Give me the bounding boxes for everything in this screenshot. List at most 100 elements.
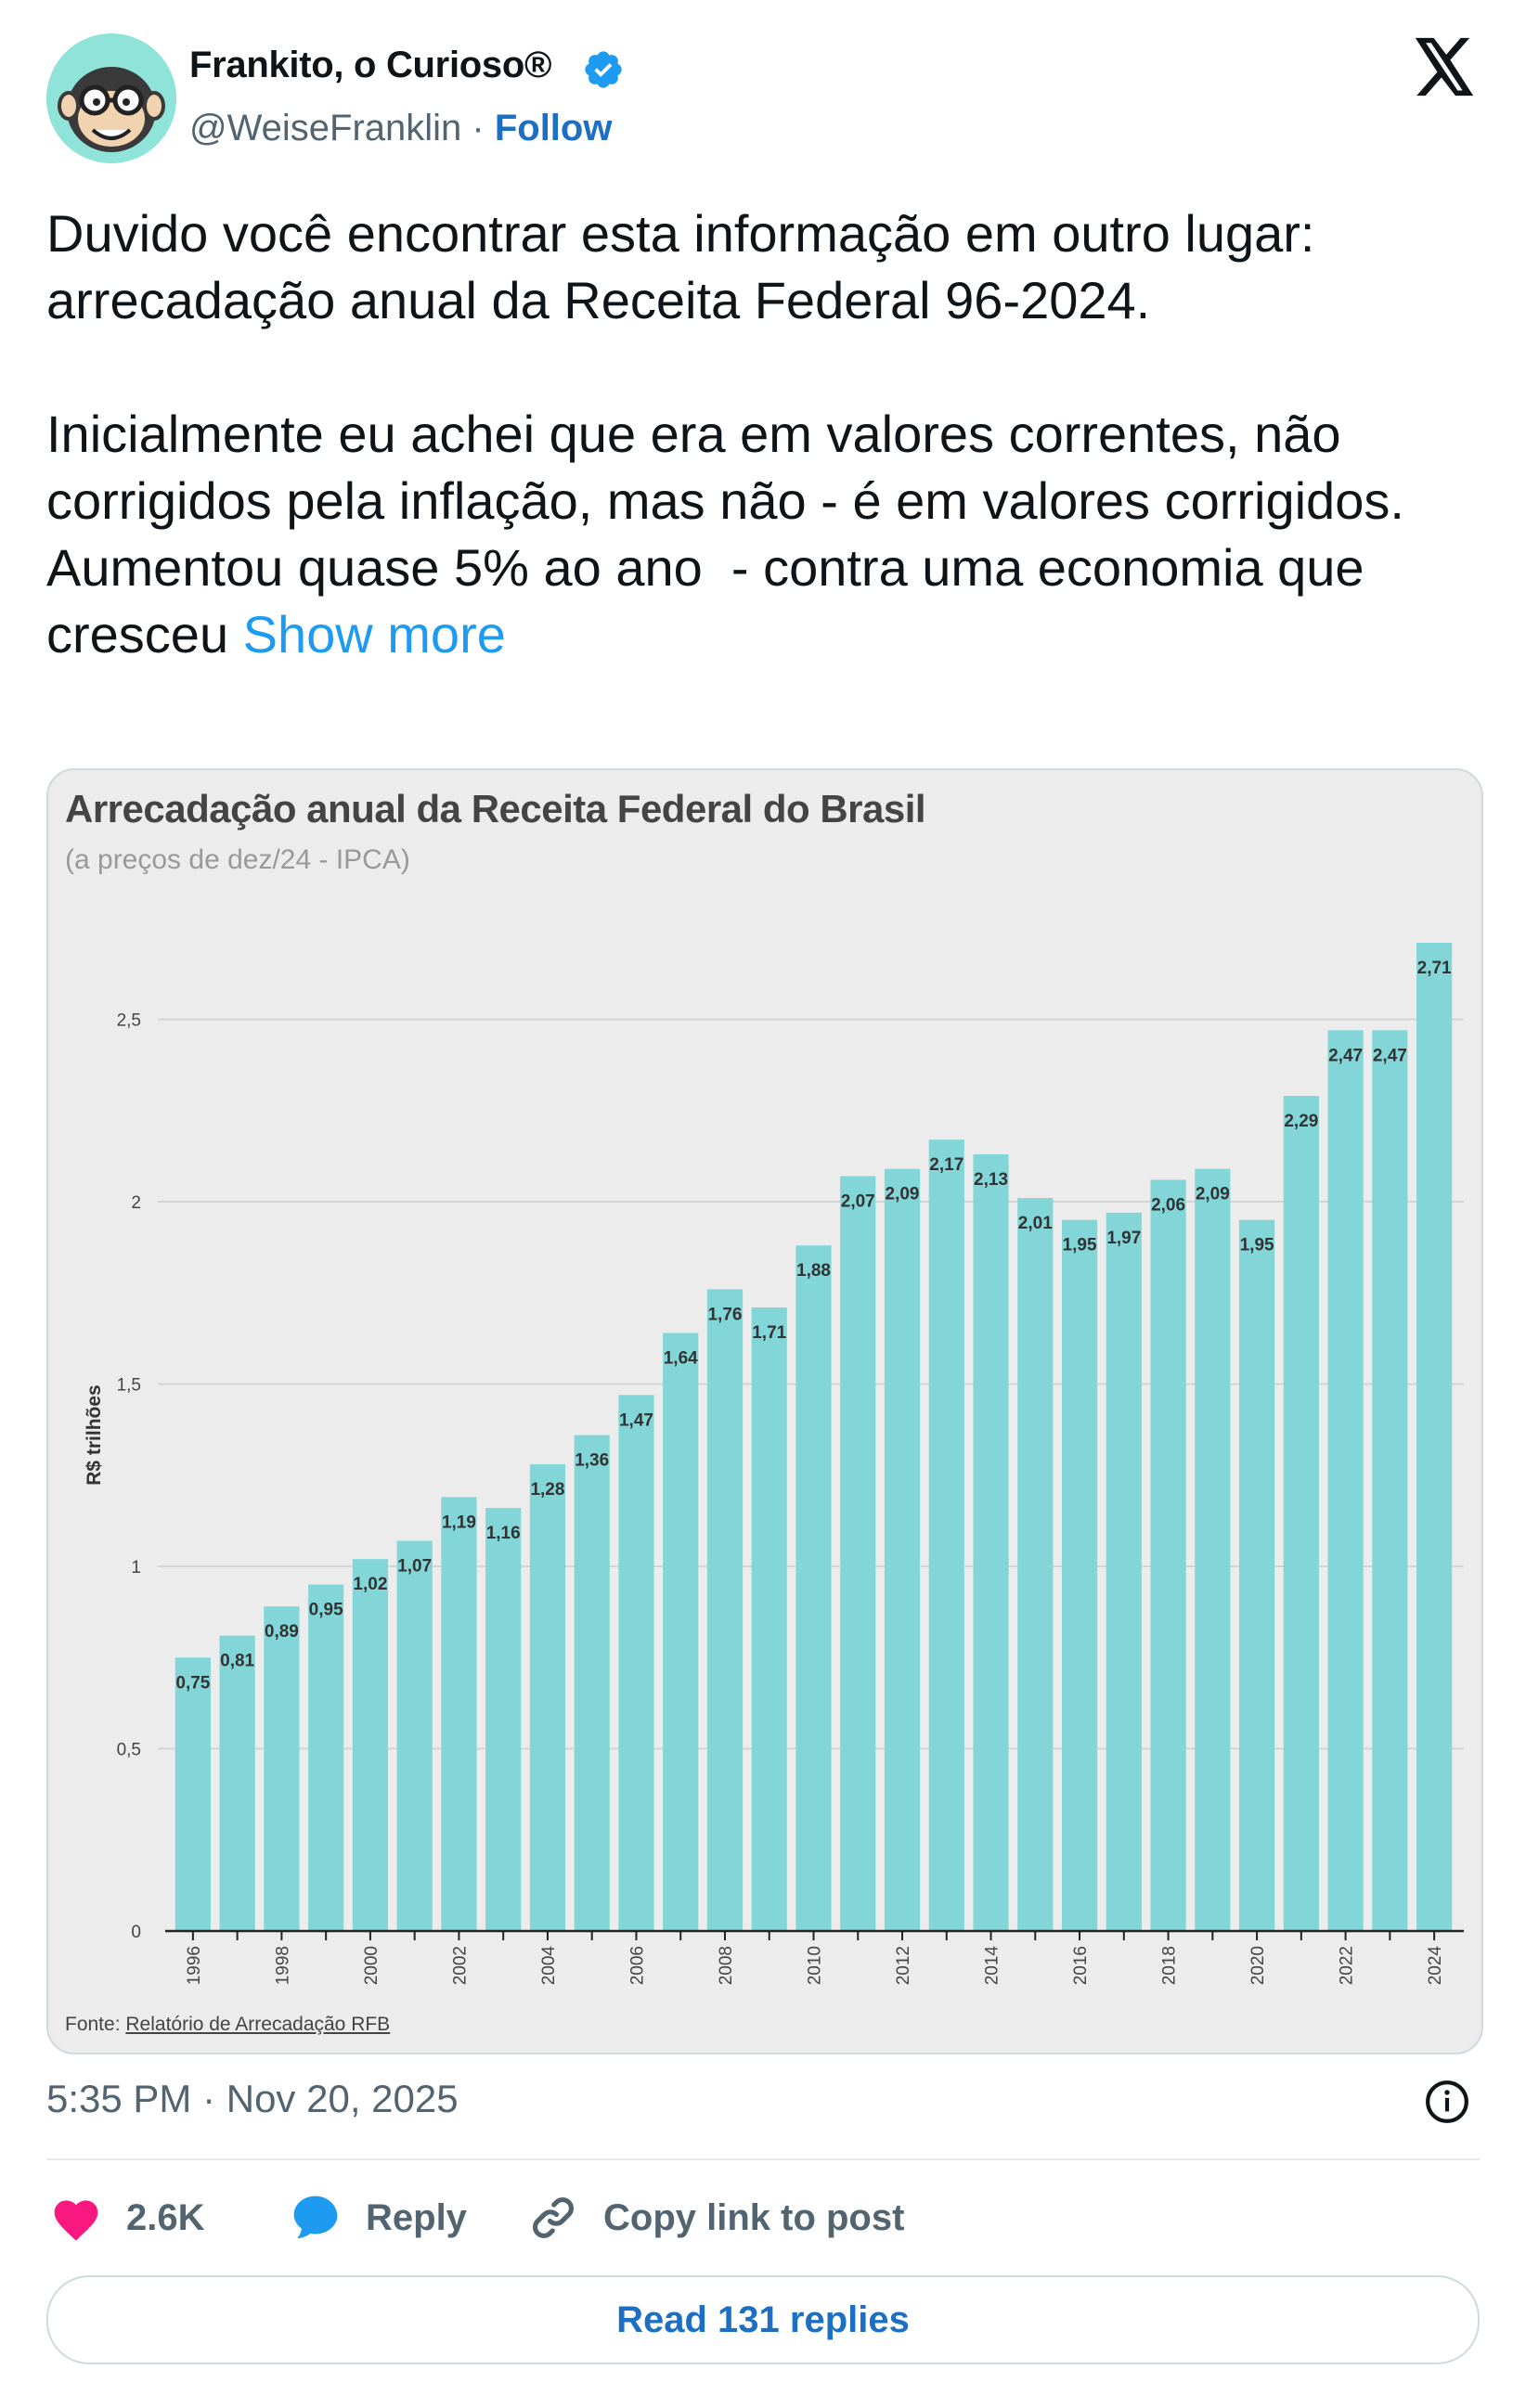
bar-value-label: 1,95 — [1063, 1236, 1097, 1256]
x-tick-label: 2012 — [894, 1946, 913, 1985]
bar — [751, 1307, 787, 1931]
like-count: 2.6K — [126, 2196, 205, 2238]
bar-value-label: 0,75 — [175, 1673, 210, 1693]
x-tick-label: 2004 — [539, 1946, 559, 1986]
bar-value-label: 1,02 — [353, 1575, 387, 1594]
bar-value-label: 2,71 — [1417, 959, 1452, 978]
source-prefix: Fonte: — [65, 2014, 126, 2035]
bar-value-label: 1,64 — [664, 1348, 698, 1368]
bar — [1327, 1030, 1364, 1931]
separator: · — [461, 108, 495, 148]
bar-value-label: 1,07 — [397, 1556, 432, 1576]
bar-value-label: 1,47 — [619, 1410, 653, 1430]
y-tick-label: 2 — [131, 1193, 141, 1213]
bar-value-label: 2,47 — [1373, 1046, 1407, 1065]
x-tick-label: 2000 — [362, 1946, 382, 1985]
like-button[interactable]: 2.6K — [50, 2190, 205, 2246]
bar-value-label: 2,17 — [929, 1155, 963, 1175]
bar-value-label: 1,76 — [707, 1305, 742, 1324]
reply-button[interactable]: Reply — [290, 2190, 467, 2246]
y-axis-label: R$ trilhões — [84, 1384, 105, 1486]
avatar[interactable] — [46, 33, 176, 163]
bar-value-label: 1,19 — [442, 1513, 476, 1532]
bar-value-label: 2,07 — [841, 1191, 875, 1211]
bar — [396, 1540, 433, 1931]
x-tick-label: 2002 — [450, 1946, 470, 1985]
bar — [264, 1606, 300, 1931]
bar — [529, 1463, 566, 1931]
reply-label: Reply — [366, 2196, 467, 2238]
bar — [618, 1395, 654, 1931]
bar — [795, 1245, 832, 1931]
x-tick-label: 2008 — [717, 1946, 736, 1985]
bar — [308, 1584, 344, 1931]
follow-button[interactable]: Follow — [494, 108, 613, 148]
bar — [973, 1153, 1009, 1931]
bar — [175, 1657, 211, 1931]
chart-source: Fonte: Relatório de Arrecadação RFB — [65, 2014, 390, 2036]
bar-value-label: 2,01 — [1018, 1214, 1053, 1233]
bar — [1416, 942, 1453, 1931]
x-tick-label: 2024 — [1426, 1946, 1445, 1986]
tweet-body: Duvido você encontrar esta informação em… — [46, 204, 1404, 663]
bar — [663, 1333, 699, 1931]
bar-chart: 0 0,5 1 1,5 2 2,5 R$ trilhões 0,75 1996 0,81 0,89 1… — [84, 942, 1464, 1986]
x-tick-label: 2014 — [983, 1946, 1002, 1986]
bar — [840, 1176, 876, 1931]
divider — [46, 2158, 1480, 2160]
chart-image[interactable]: Arrecadação anual da Receita Federal do … — [46, 768, 1483, 2054]
bar-value-label: 2,13 — [974, 1170, 1008, 1190]
handle-line: @WeiseFranklin · Follow — [189, 108, 612, 149]
x-tick-label: 1996 — [185, 1946, 204, 1985]
bar-value-label: 2,09 — [1196, 1185, 1230, 1204]
bar-value-label: 2,06 — [1151, 1195, 1185, 1215]
bar-value-label: 0,95 — [309, 1601, 343, 1620]
bar-value-label: 2,09 — [886, 1185, 920, 1204]
bar-value-label: 0,81 — [220, 1652, 254, 1671]
timestamp[interactable]: 5:35 PM · Nov 20, 2025 — [46, 2077, 459, 2120]
bar — [485, 1508, 522, 1931]
x-logo-icon[interactable] — [1413, 37, 1476, 97]
bar-value-label: 2,29 — [1284, 1112, 1318, 1131]
copy-link-label: Copy link to post — [603, 2196, 905, 2238]
bar — [1017, 1198, 1054, 1931]
cartoon-monkey-avatar-icon — [46, 33, 176, 163]
x-tick-label: 2016 — [1071, 1946, 1091, 1985]
x-tick-label: 2020 — [1248, 1946, 1268, 1985]
bar — [1283, 1096, 1319, 1931]
bar — [441, 1497, 477, 1931]
author-name[interactable]: Frankito, o Curioso® — [189, 45, 552, 85]
tweet-text: Duvido você encontrar esta informação em… — [46, 200, 1494, 668]
show-more-link[interactable]: Show more — [242, 605, 506, 663]
chart-title: Arrecadação anual da Receita Federal do … — [65, 787, 926, 831]
bar-value-label: 1,28 — [530, 1480, 564, 1500]
bar — [706, 1289, 744, 1931]
heart-icon — [54, 2200, 98, 2241]
bar — [1238, 1219, 1275, 1931]
verified-badge-icon — [585, 51, 622, 88]
x-tick-label: 2022 — [1338, 1946, 1357, 1985]
copy-link-button[interactable]: Copy link to post — [527, 2190, 904, 2246]
bar-value-label: 1,16 — [486, 1524, 521, 1543]
bar — [219, 1635, 255, 1931]
bar — [884, 1168, 921, 1931]
bar — [352, 1559, 389, 1931]
bar — [1372, 1030, 1408, 1931]
bar-value-label: 2,47 — [1328, 1046, 1363, 1065]
bar — [574, 1435, 610, 1931]
bar-value-label: 1,95 — [1240, 1236, 1274, 1256]
bar — [1061, 1219, 1098, 1931]
y-tick-label: 0,5 — [117, 1741, 141, 1760]
read-replies-button[interactable]: Read 131 replies — [46, 2275, 1480, 2364]
bar — [928, 1140, 964, 1931]
handle[interactable]: @WeiseFranklin — [189, 108, 462, 148]
bar-value-label: 0,89 — [265, 1622, 299, 1642]
bar-value-label: 1,88 — [796, 1261, 831, 1281]
x-tick-label: 2010 — [806, 1946, 825, 1985]
y-tick-label: 1 — [131, 1558, 141, 1577]
bar — [1195, 1168, 1231, 1931]
bar-value-label: 1,71 — [752, 1323, 786, 1343]
info-icon[interactable] — [1424, 2079, 1470, 2125]
bar — [1106, 1212, 1142, 1931]
